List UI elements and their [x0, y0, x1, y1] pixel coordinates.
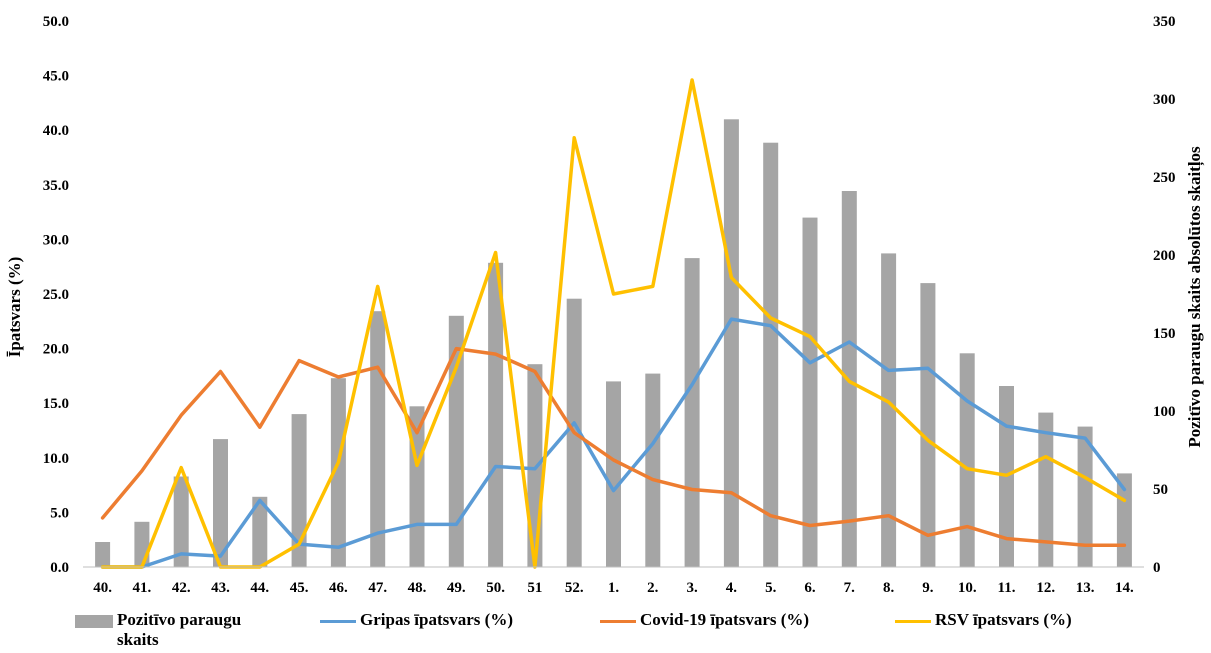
- legend-label-bars: Pozitīvo paraugu skaits: [117, 610, 242, 649]
- x-tick-label: 42.: [172, 580, 191, 596]
- left-tick-label: 35.0: [43, 178, 69, 194]
- bar-5: [291, 414, 307, 567]
- left-tick-label: 10.0: [43, 451, 69, 467]
- line-series-group: [100, 78, 1127, 569]
- bar-15: [684, 258, 700, 567]
- x-tick-label: 52.: [565, 580, 584, 596]
- bar-6: [330, 378, 346, 567]
- legend-label-covid: Covid-19 īpatsvars (%): [640, 610, 810, 629]
- bar-13: [606, 381, 621, 567]
- bar-1: [134, 521, 150, 567]
- bar-4: [252, 496, 268, 567]
- x-tick-label: 11.: [998, 580, 1016, 596]
- right-tick-label: 350: [1153, 14, 1176, 30]
- bar-7: [370, 311, 386, 567]
- x-tick-label: 8.: [883, 580, 895, 596]
- left-axis-title: Īpatsvars (%): [5, 257, 24, 358]
- bar-3: [213, 439, 228, 567]
- bar-17: [763, 142, 779, 567]
- legend-item-bars: Pozitīvo paraugu skaits: [75, 610, 287, 650]
- legend: Pozitīvo paraugu skaits Gripas īpatsvars…: [75, 610, 1205, 650]
- right-axis-title: Pozitīvo paraugu skaits absolūtos skaitļ…: [1185, 146, 1205, 448]
- legend-swatch-bars: [75, 615, 113, 628]
- x-tick-label: 49.: [447, 580, 466, 596]
- x-tick-label: 4.: [726, 580, 738, 596]
- x-tick-label: 7.: [844, 580, 856, 596]
- x-tick-label: 44.: [250, 580, 269, 596]
- bar-24: [1038, 412, 1054, 567]
- right-tick-label: 150: [1153, 326, 1176, 342]
- x-tick-label: 10.: [958, 580, 977, 596]
- legend-item-rsv: RSV īpatsvars (%): [895, 610, 1072, 630]
- legend-label-gripas: Gripas īpatsvars (%): [360, 610, 513, 629]
- right-tick-label: 0: [1153, 560, 1161, 576]
- bar-21: [920, 283, 936, 567]
- x-tick-label: 47.: [368, 580, 387, 596]
- left-tick-label: 30.0: [43, 232, 69, 248]
- left-tick-label: 50.0: [43, 14, 69, 30]
- right-tick-label: 50: [1153, 482, 1168, 498]
- x-tick-label: 9.: [922, 580, 934, 596]
- series-line-1: [100, 346, 1127, 547]
- x-tick-label: 51: [527, 580, 542, 596]
- x-tick-label: 43.: [211, 580, 230, 596]
- bar-14: [645, 373, 661, 567]
- bar-16: [723, 119, 739, 568]
- left-tick-label: 20.0: [43, 342, 69, 358]
- bar-10: [488, 262, 504, 567]
- bar-series: [95, 119, 1132, 568]
- x-axis-ticks: 40. 41. 42. 43. 44. 45. 46. 47. 48. 49. 50. 51 52. 1.…: [93, 580, 1134, 596]
- x-tick-label: 48.: [408, 580, 427, 596]
- right-tick-label: 250: [1153, 170, 1176, 186]
- legend-swatch-rsv: [895, 620, 931, 623]
- legend-label-rsv: RSV īpatsvars (%): [935, 610, 1072, 629]
- left-tick-label: 40.0: [43, 123, 69, 139]
- left-tick-label: 25.0: [43, 287, 69, 303]
- x-tick-label: 41.: [133, 580, 152, 596]
- legend-swatch-covid: [600, 620, 636, 623]
- right-tick-label: 200: [1153, 248, 1176, 264]
- left-tick-label: 0.0: [50, 560, 69, 576]
- right-axis-ticks: 0 50 100 150 200 250 300 350: [1153, 14, 1176, 576]
- x-tick-label: 2.: [647, 580, 659, 596]
- x-tick-label: 50.: [486, 580, 505, 596]
- series-line-0: [100, 317, 1127, 569]
- legend-swatch-gripas: [320, 620, 356, 623]
- chart-canvas: 0.05.010.015.020.025.030.035.040.045.050…: [5, 14, 1205, 596]
- x-tick-label: 40.: [93, 580, 112, 596]
- left-tick-label: 45.0: [43, 69, 69, 85]
- bar-18: [802, 217, 818, 567]
- left-tick-label: 5.0: [50, 505, 69, 521]
- bar-2: [173, 476, 189, 567]
- x-tick-label: 1.: [608, 580, 620, 596]
- series-line-2: [100, 78, 1127, 569]
- right-tick-label: 100: [1153, 404, 1176, 420]
- x-tick-label: 45.: [290, 580, 309, 596]
- x-tick-label: 6.: [804, 580, 816, 596]
- right-tick-label: 300: [1153, 92, 1176, 108]
- legend-item-covid: Covid-19 īpatsvars (%): [600, 610, 809, 630]
- x-tick-label: 3.: [686, 580, 698, 596]
- bar-25: [1077, 426, 1093, 567]
- bar-20: [881, 253, 897, 567]
- left-tick-label: 15.0: [43, 396, 69, 412]
- x-tick-label: 12.: [1036, 580, 1055, 596]
- bar-22: [959, 353, 975, 567]
- x-tick-label: 5.: [765, 580, 777, 596]
- bar-0: [95, 542, 111, 567]
- left-axis-ticks: 0.0 5.0 10.0 15.0 20.0 25.0 30.0 35.0 40.0 45.0 50…: [43, 14, 69, 576]
- legend-item-gripas: Gripas īpatsvars (%): [320, 610, 513, 630]
- x-tick-label: 46.: [329, 580, 348, 596]
- x-tick-label: 14.: [1115, 580, 1134, 596]
- x-tick-label: 13.: [1076, 580, 1095, 596]
